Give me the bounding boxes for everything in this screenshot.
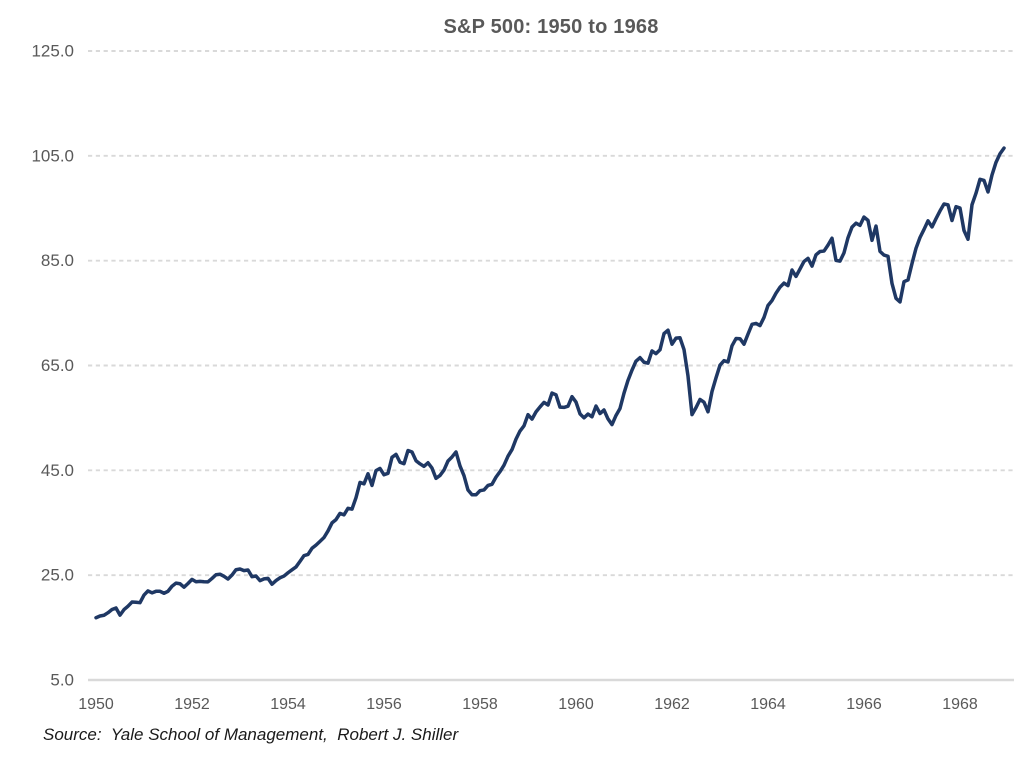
x-tick-label: 1966 [846,696,882,713]
x-tick-label: 1952 [174,696,210,713]
price-line-series [94,146,1006,620]
y-tick-label: 45.0 [41,461,74,480]
x-tick-label: 1968 [942,696,978,713]
y-tick-label: 5.0 [50,671,74,690]
x-tick-label: 1950 [78,696,114,713]
y-tick-label: 65.0 [41,356,74,375]
x-tick-label: 1956 [366,696,402,713]
x-tick-label: 1954 [270,696,306,713]
source-note: Source: Yale School of Management, Rober… [43,725,459,744]
x-tick-label: 1962 [654,696,690,713]
x-tick-label: 1960 [558,696,594,713]
y-tick-label: 105.0 [31,146,74,165]
x-tick-label: 1958 [462,696,498,713]
y-tick-label: 85.0 [41,251,74,270]
y-tick-label: 25.0 [41,566,74,585]
x-tick-label: 1964 [750,696,786,713]
y-tick-label: 125.0 [31,42,74,61]
chart-title: S&P 500: 1950 to 1968 [443,16,659,38]
